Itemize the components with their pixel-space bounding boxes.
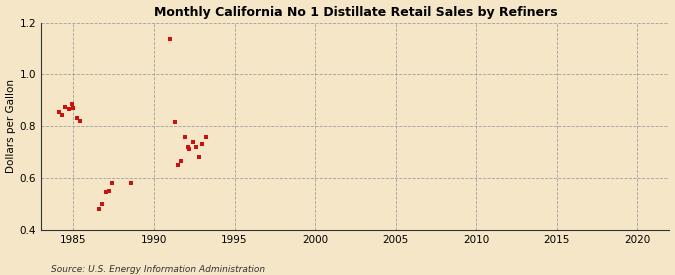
Point [97, 202, 108, 206]
Point [187, 139, 198, 144]
Point [101, 190, 111, 194]
Point [57, 112, 68, 117]
Point [179, 134, 190, 139]
Point [126, 181, 137, 185]
Point [107, 181, 117, 185]
Point [190, 145, 201, 149]
Point [60, 104, 71, 109]
Point [197, 142, 208, 147]
Point [176, 159, 187, 163]
Point [165, 37, 176, 42]
Point [103, 189, 114, 193]
Point [173, 163, 184, 167]
Point [68, 106, 79, 110]
Text: Source: U.S. Energy Information Administration: Source: U.S. Energy Information Administ… [51, 265, 265, 274]
Point [94, 207, 105, 211]
Y-axis label: Dollars per Gallon: Dollars per Gallon [5, 79, 16, 173]
Point [66, 102, 77, 106]
Title: Monthly California No 1 Distillate Retail Sales by Refiners: Monthly California No 1 Distillate Retai… [153, 6, 557, 18]
Point [182, 145, 193, 149]
Point [72, 116, 82, 121]
Point [184, 147, 195, 152]
Point [53, 110, 64, 114]
Point [194, 155, 205, 160]
Point [74, 119, 85, 123]
Point [200, 134, 211, 139]
Point [63, 107, 74, 112]
Point [169, 120, 180, 125]
